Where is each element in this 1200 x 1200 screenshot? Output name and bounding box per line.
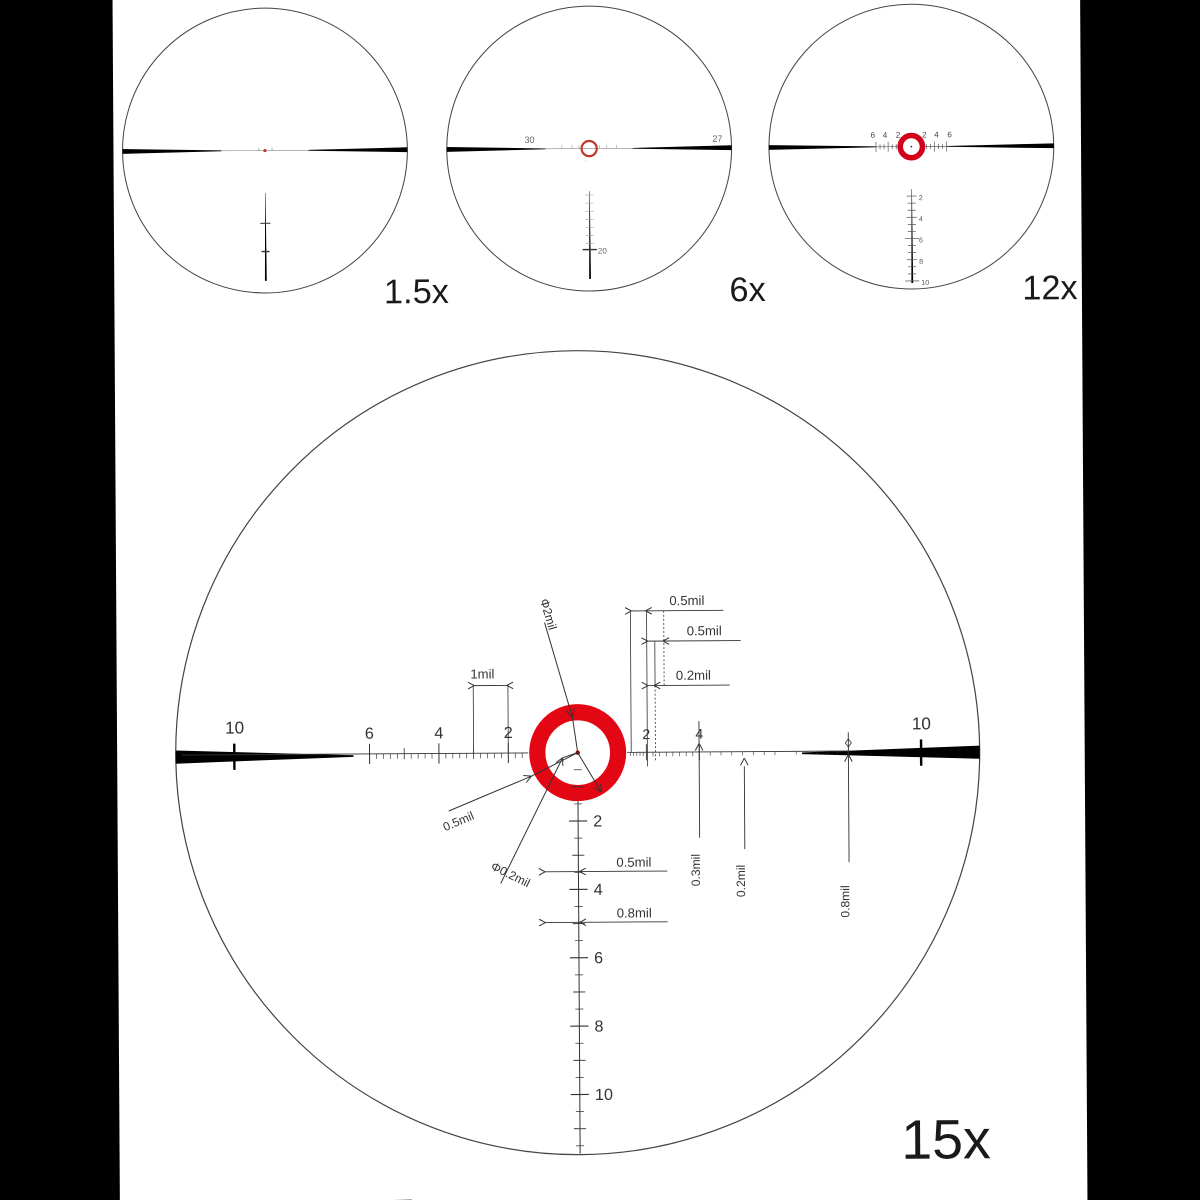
svg-text:10: 10: [921, 280, 929, 287]
svg-text:6x: 6x: [729, 271, 765, 309]
svg-text:8: 8: [594, 1018, 603, 1036]
svg-text:4: 4: [594, 881, 603, 899]
svg-text:2: 2: [593, 812, 602, 830]
svg-text:10: 10: [225, 717, 244, 737]
svg-text:6: 6: [947, 130, 952, 139]
svg-text:6: 6: [919, 238, 923, 245]
svg-text:1.5x: 1.5x: [384, 273, 449, 311]
svg-text:30: 30: [524, 135, 534, 145]
svg-text:15x: 15x: [901, 1108, 991, 1171]
svg-text:6: 6: [871, 131, 876, 140]
svg-text:12x: 12x: [1022, 269, 1078, 307]
svg-text:2: 2: [919, 195, 923, 202]
svg-text:0.5mil: 0.5mil: [669, 593, 704, 608]
svg-text:1mil: 1mil: [470, 666, 494, 681]
svg-text:0.2mil: 0.2mil: [676, 668, 711, 683]
svg-text:0.5mil: 0.5mil: [616, 855, 651, 870]
svg-text:4: 4: [695, 726, 703, 742]
svg-text:8: 8: [919, 259, 923, 266]
svg-text:0.5mil: 0.5mil: [687, 623, 722, 638]
svg-text:2: 2: [922, 130, 927, 139]
svg-text:6: 6: [594, 949, 603, 967]
svg-text:4: 4: [919, 216, 923, 223]
svg-text:10: 10: [912, 713, 931, 733]
svg-text:6: 6: [365, 725, 374, 743]
svg-text:0.5mil: 0.5mil: [441, 809, 476, 834]
svg-text:Φ2mil: Φ2mil: [537, 597, 559, 632]
svg-text:4: 4: [934, 130, 939, 139]
svg-text:4: 4: [883, 131, 888, 140]
svg-text:0.8mil: 0.8mil: [617, 905, 652, 920]
svg-text:4: 4: [434, 724, 443, 742]
svg-text:0.3mil: 0.3mil: [689, 854, 703, 886]
svg-text:2: 2: [642, 726, 650, 742]
svg-text:0.2mil: 0.2mil: [734, 865, 748, 897]
svg-text:27: 27: [712, 134, 722, 144]
svg-text:10: 10: [595, 1086, 613, 1104]
svg-text:2: 2: [896, 131, 901, 140]
svg-text:20: 20: [598, 247, 608, 256]
svg-text:0.8mil: 0.8mil: [838, 885, 852, 917]
svg-text:2: 2: [504, 724, 513, 742]
